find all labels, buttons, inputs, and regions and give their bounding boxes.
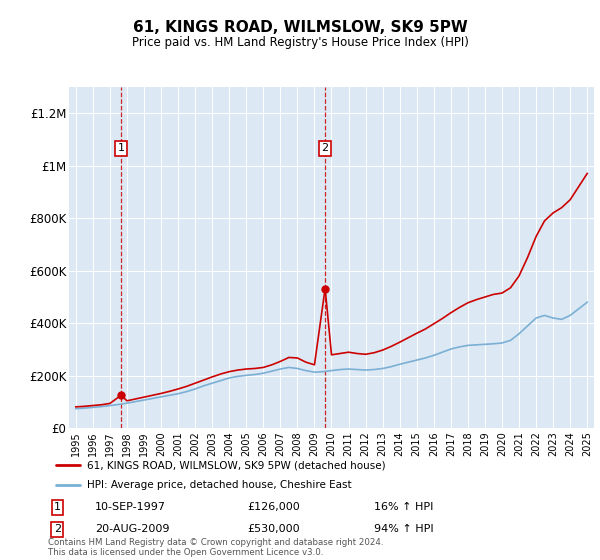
Text: 61, KINGS ROAD, WILMSLOW, SK9 5PW: 61, KINGS ROAD, WILMSLOW, SK9 5PW: [133, 20, 467, 35]
Text: 20-AUG-2009: 20-AUG-2009: [95, 525, 170, 534]
Text: 61, KINGS ROAD, WILMSLOW, SK9 5PW (detached house): 61, KINGS ROAD, WILMSLOW, SK9 5PW (detac…: [88, 460, 386, 470]
Text: £126,000: £126,000: [248, 502, 300, 512]
Text: £530,000: £530,000: [248, 525, 300, 534]
Text: 94% ↑ HPI: 94% ↑ HPI: [373, 525, 433, 534]
Text: 1: 1: [118, 143, 124, 153]
Text: 2: 2: [54, 525, 61, 534]
Text: Price paid vs. HM Land Registry's House Price Index (HPI): Price paid vs. HM Land Registry's House …: [131, 36, 469, 49]
Text: 10-SEP-1997: 10-SEP-1997: [95, 502, 166, 512]
Text: Contains HM Land Registry data © Crown copyright and database right 2024.
This d: Contains HM Land Registry data © Crown c…: [48, 538, 383, 557]
Text: HPI: Average price, detached house, Cheshire East: HPI: Average price, detached house, Ches…: [88, 480, 352, 490]
Text: 16% ↑ HPI: 16% ↑ HPI: [373, 502, 433, 512]
Text: 1: 1: [54, 502, 61, 512]
Text: 2: 2: [322, 143, 329, 153]
